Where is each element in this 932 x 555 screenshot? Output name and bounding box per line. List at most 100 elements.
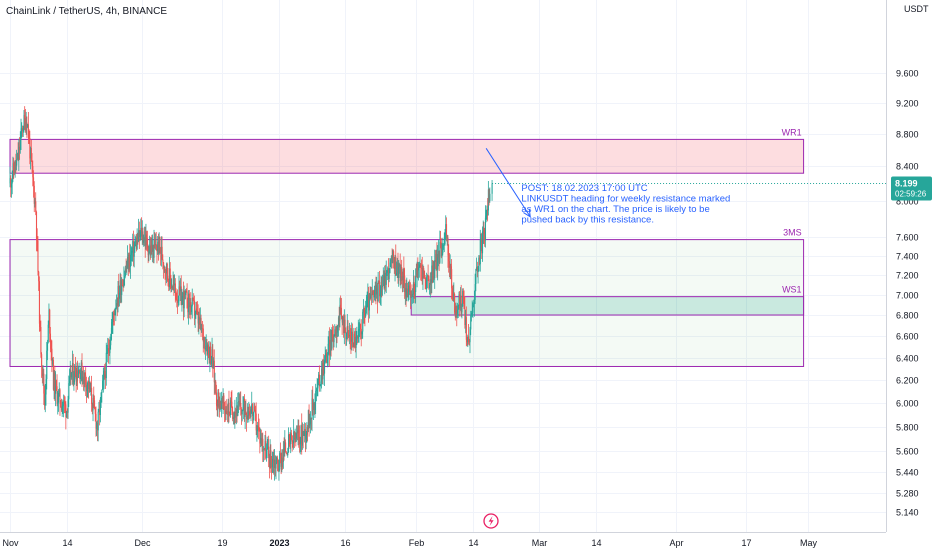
- candle-body: [101, 389, 103, 393]
- candle-body: [129, 254, 131, 267]
- candle-body: [276, 457, 279, 463]
- candle-body: [377, 280, 379, 302]
- candle-body: [437, 250, 439, 258]
- candle-body: [362, 308, 365, 312]
- candle-body: [163, 266, 165, 268]
- candle-body: [300, 425, 302, 444]
- candle-body: [292, 441, 294, 444]
- candle-body: [124, 275, 126, 279]
- candle-body: [236, 409, 238, 416]
- candle-body: [216, 405, 218, 407]
- candle-body: [393, 257, 395, 269]
- candle-body: [229, 400, 232, 415]
- candle-body: [10, 183, 13, 188]
- candle-body: [287, 434, 290, 453]
- candle-body: [434, 260, 437, 262]
- price-axis-unit: USDT: [904, 4, 929, 14]
- candle-body: [392, 251, 394, 263]
- candle-body: [311, 398, 313, 420]
- candle-body: [255, 413, 257, 431]
- candle-body: [468, 336, 470, 342]
- candle-body: [400, 267, 402, 282]
- candle-body: [133, 246, 135, 257]
- candle-body: [173, 284, 175, 286]
- candle-body: [233, 417, 235, 418]
- candle-body: [340, 304, 342, 308]
- candle-body: [237, 402, 239, 416]
- candle-body: [213, 360, 215, 383]
- candle-body: [457, 305, 459, 310]
- candle-body: [166, 263, 168, 276]
- candle-body: [476, 266, 478, 272]
- candle-body: [321, 368, 323, 380]
- candle-body: [258, 428, 260, 431]
- price-tick-label: 9.200: [896, 99, 919, 109]
- candle-body: [111, 322, 113, 328]
- candle-body: [81, 362, 83, 381]
- price-tick-label: 8.400: [896, 162, 919, 172]
- candle-body: [277, 462, 279, 471]
- candle-body: [329, 339, 331, 356]
- candle-body: [476, 266, 478, 269]
- candle-body: [186, 291, 188, 309]
- candle-body: [445, 224, 448, 239]
- candle-body: [231, 401, 233, 411]
- candle-body: [227, 414, 229, 415]
- candle-body: [449, 266, 451, 268]
- price-tick-label: 9.600: [896, 69, 919, 79]
- candle-body: [121, 285, 124, 287]
- candle-body: [347, 326, 349, 331]
- time-axis[interactable]: Nov 14 Dec 19 2023 16 Feb 14 Mar 14 Apr 17 May: [2, 538, 817, 548]
- candle-body: [228, 402, 230, 413]
- candle-body: [244, 411, 246, 417]
- candle-body: [146, 234, 148, 239]
- candle-body: [57, 402, 59, 404]
- candle-body: [77, 373, 79, 378]
- candle-body: [359, 324, 361, 329]
- candle-body: [223, 395, 225, 408]
- candle-body: [55, 380, 57, 387]
- time-tick-label: Feb: [409, 538, 425, 548]
- candle-body: [221, 397, 223, 409]
- candle-body: [117, 286, 119, 306]
- candle-body: [189, 302, 191, 308]
- candle-body: [23, 115, 25, 131]
- lightning-icon[interactable]: [483, 513, 499, 529]
- candle-body: [87, 380, 89, 386]
- candle-body: [307, 410, 309, 429]
- candle-body: [473, 299, 475, 305]
- candle-body: [470, 315, 472, 330]
- candle-body: [179, 286, 181, 292]
- candle-body: [132, 241, 134, 251]
- candle-body: [240, 402, 242, 410]
- candle-body: [15, 160, 17, 166]
- candle-body: [140, 227, 142, 233]
- time-tick-label: 14: [591, 538, 601, 548]
- candle-body: [379, 293, 381, 297]
- candle-body: [107, 348, 109, 353]
- candle-body: [321, 368, 323, 382]
- candle-body: [267, 446, 269, 449]
- zone-label-ws1: WS1: [782, 285, 802, 295]
- candle-body: [271, 460, 273, 468]
- candle-body: [169, 268, 171, 279]
- candle-body: [365, 309, 367, 317]
- candle-body: [57, 393, 60, 403]
- candle-body: [194, 314, 196, 316]
- candle-body: [52, 359, 54, 390]
- candle-body: [367, 294, 369, 298]
- candle-body: [270, 450, 272, 461]
- candle-body: [47, 324, 49, 343]
- candle-body: [202, 328, 204, 330]
- price-axis[interactable]: 5.140 5.280 5.440 5.600 5.800 6.000 6.200 6.400…: [896, 69, 919, 518]
- time-tick-label: 14: [468, 538, 478, 548]
- candle-body: [336, 326, 338, 333]
- candle-body: [412, 294, 414, 296]
- time-tick-label: 17: [741, 538, 751, 548]
- candle-body: [199, 317, 201, 325]
- candle-body: [232, 417, 234, 420]
- candle-body: [287, 452, 289, 456]
- last-price-value: 8.199: [895, 179, 918, 189]
- candle-body: [274, 460, 276, 468]
- candle-body: [100, 392, 102, 399]
